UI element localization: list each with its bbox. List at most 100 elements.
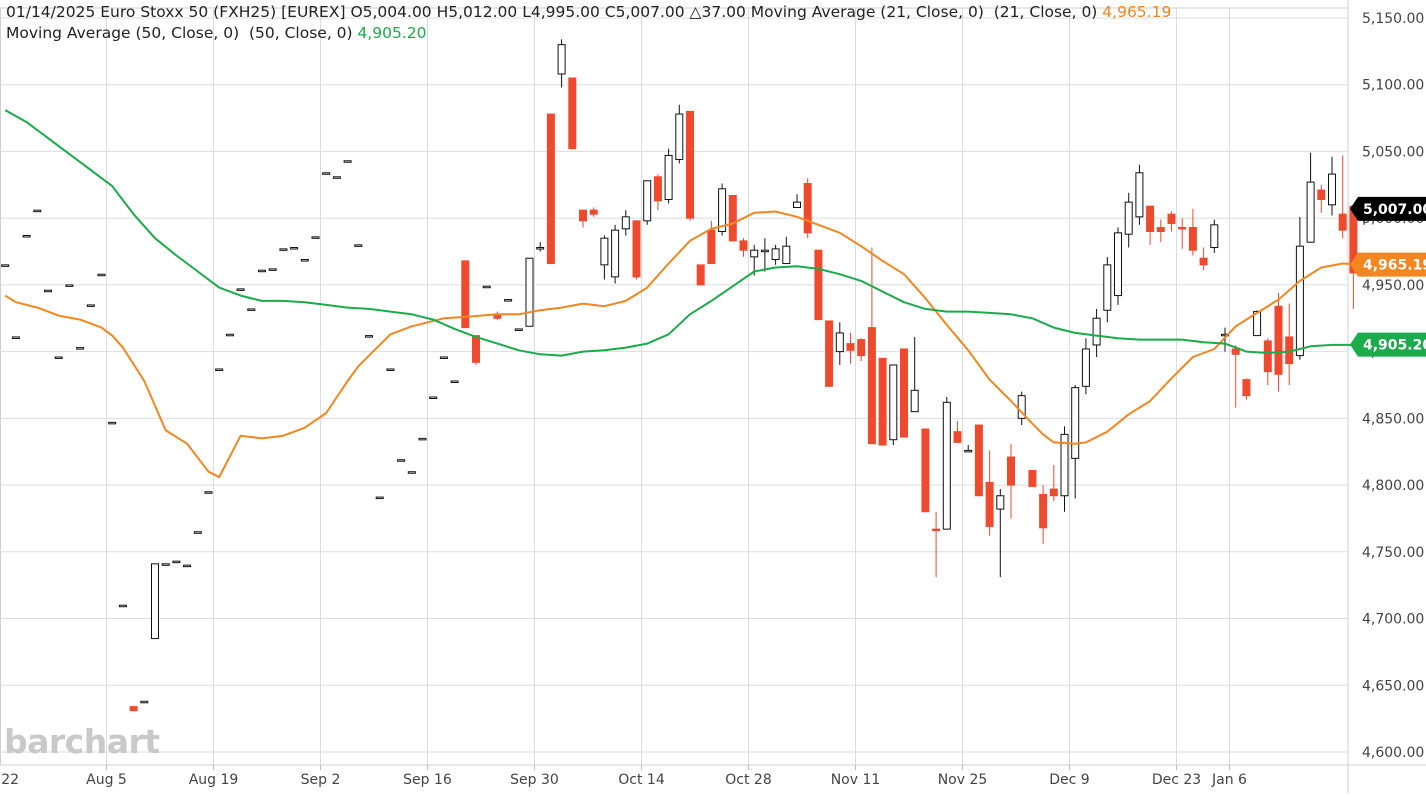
candle-body bbox=[1188, 227, 1197, 251]
candle bbox=[193, 531, 202, 534]
candle bbox=[332, 176, 341, 179]
candle bbox=[247, 308, 256, 311]
candle bbox=[76, 347, 85, 350]
candle bbox=[739, 238, 748, 257]
candle-body bbox=[621, 216, 630, 230]
candle bbox=[1124, 192, 1133, 248]
candle-body bbox=[803, 182, 812, 234]
candle-body bbox=[718, 188, 727, 233]
last-label-ma21: 4,965.19 bbox=[1350, 252, 1426, 277]
y-tick-label: 4,650.00 bbox=[1362, 678, 1424, 694]
candle bbox=[1167, 211, 1176, 232]
candle-body bbox=[1242, 379, 1251, 397]
candle bbox=[1178, 218, 1187, 249]
candle bbox=[1060, 426, 1069, 512]
candle bbox=[1306, 152, 1315, 243]
candle bbox=[1253, 310, 1262, 337]
candle bbox=[429, 396, 438, 399]
candle bbox=[611, 224, 620, 284]
candle-body bbox=[546, 113, 555, 265]
candle-body bbox=[418, 437, 427, 441]
candle-body bbox=[1135, 172, 1144, 218]
candle bbox=[1156, 219, 1165, 243]
candle-body bbox=[739, 240, 748, 251]
candle bbox=[65, 284, 74, 287]
candle bbox=[964, 445, 973, 453]
candle-body bbox=[1103, 264, 1112, 311]
candle-body bbox=[354, 244, 363, 247]
y-tick-label: 5,150.00 bbox=[1362, 11, 1424, 27]
candle bbox=[1317, 184, 1326, 213]
ma21-header-value: 4,965.19 bbox=[1102, 3, 1172, 21]
last-label-text: 4,905.20 bbox=[1363, 338, 1426, 354]
candle bbox=[204, 491, 213, 494]
candle-body bbox=[300, 259, 309, 262]
candle-body bbox=[258, 269, 266, 273]
candle-body bbox=[407, 471, 416, 474]
x-tick-label: Jul 22 bbox=[0, 772, 19, 788]
x-tick-label: Sep 16 bbox=[403, 772, 452, 788]
x-tick-label: Oct 28 bbox=[725, 772, 771, 788]
candle bbox=[846, 332, 855, 364]
ma50-line bbox=[4, 109, 1365, 357]
candle-body bbox=[707, 229, 716, 265]
candle-body bbox=[1114, 232, 1122, 297]
candle-body bbox=[225, 333, 234, 337]
candle-body bbox=[1306, 181, 1315, 243]
candle bbox=[151, 563, 159, 640]
candle-body bbox=[600, 237, 609, 266]
candle bbox=[1263, 338, 1272, 385]
candle bbox=[568, 77, 577, 150]
candle bbox=[311, 236, 320, 239]
x-tick-label: Sep 30 bbox=[510, 772, 559, 788]
candle-body bbox=[1124, 201, 1133, 235]
candle bbox=[675, 104, 684, 164]
candle bbox=[579, 209, 587, 228]
candle bbox=[632, 220, 641, 280]
candle-body bbox=[1081, 348, 1090, 387]
candle bbox=[343, 160, 352, 163]
candle bbox=[482, 285, 491, 289]
candle-body bbox=[760, 249, 769, 253]
candle-body bbox=[11, 336, 20, 339]
candle-body bbox=[215, 368, 224, 371]
candle-body bbox=[375, 496, 384, 500]
candle bbox=[546, 113, 555, 265]
candle-body bbox=[311, 236, 320, 239]
candle bbox=[867, 247, 876, 445]
candle bbox=[932, 511, 941, 578]
candle bbox=[225, 333, 234, 337]
candle bbox=[750, 244, 759, 276]
candle bbox=[140, 700, 149, 704]
candle-body bbox=[161, 563, 170, 566]
candle bbox=[215, 368, 224, 371]
candle-body bbox=[118, 604, 127, 608]
candle-body bbox=[686, 110, 694, 219]
candle bbox=[418, 437, 427, 441]
candle-body bbox=[525, 257, 534, 327]
candle bbox=[1071, 384, 1080, 499]
candle bbox=[686, 110, 694, 221]
candle-body bbox=[1295, 245, 1304, 357]
candle-body bbox=[151, 563, 159, 640]
last-value-labels: 5,007.00 4,965.19 4,905.20 bbox=[1350, 196, 1426, 357]
candle-body bbox=[193, 531, 202, 534]
candle-body bbox=[728, 194, 737, 242]
candle bbox=[771, 244, 780, 265]
candle-body bbox=[985, 481, 994, 527]
x-tick-label: Aug 19 bbox=[189, 772, 239, 788]
candle bbox=[300, 259, 309, 262]
x-tick-label: Nov 25 bbox=[938, 772, 988, 788]
candle bbox=[728, 194, 737, 242]
candle-body bbox=[97, 273, 106, 277]
candle bbox=[1, 264, 10, 267]
candle bbox=[1242, 378, 1251, 400]
candle-body bbox=[643, 180, 652, 222]
x-tick-label: Aug 5 bbox=[86, 772, 127, 788]
candle-body bbox=[33, 209, 42, 213]
y-tick-label: 4,800.00 bbox=[1362, 478, 1424, 494]
y-tick-label: 5,100.00 bbox=[1362, 78, 1424, 94]
candle bbox=[793, 194, 801, 208]
